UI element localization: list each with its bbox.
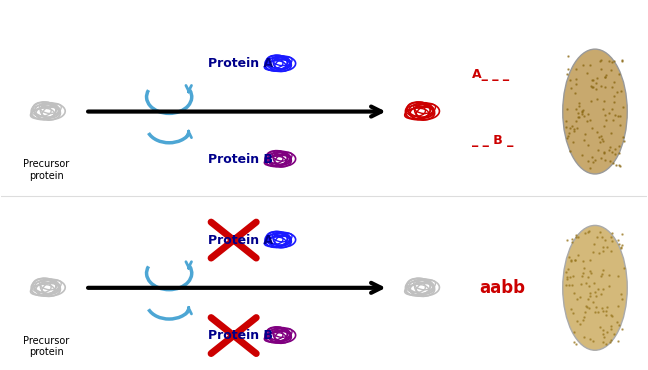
Text: A_ _ _: A_ _ _ — [472, 68, 509, 81]
Text: Protein A: Protein A — [208, 57, 273, 70]
Ellipse shape — [562, 49, 627, 174]
Text: aabb: aabb — [479, 279, 525, 297]
Text: _ _ B _: _ _ B _ — [472, 134, 514, 147]
Ellipse shape — [562, 225, 627, 350]
Text: Protein B: Protein B — [208, 153, 273, 166]
Text: Precursor
protein: Precursor protein — [23, 336, 70, 357]
Text: Protein B: Protein B — [208, 329, 273, 342]
Text: Precursor
protein: Precursor protein — [23, 159, 70, 181]
Text: Protein A: Protein A — [208, 233, 273, 246]
